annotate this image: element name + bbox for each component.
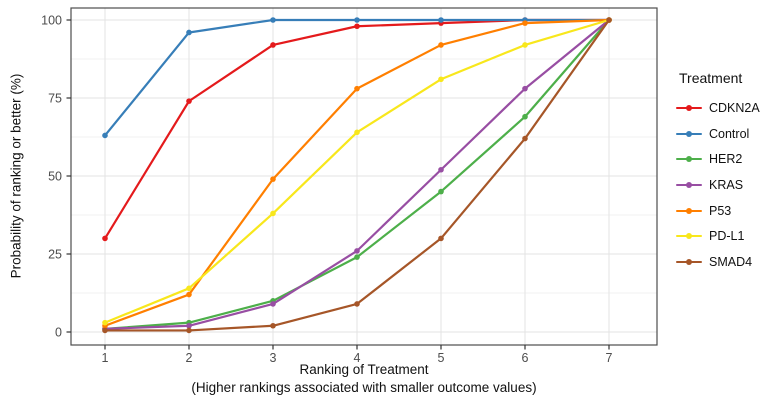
data-point-KRAS-4 [354,248,360,254]
data-point-CDKN2A-2 [186,98,192,104]
legend: Treatment CDKN2A Control HER2 KRAS P53 PD-L1 S… [676,70,776,275]
data-point-SMAD4-1 [102,327,108,334]
legend-label-P53: P53 [709,203,732,218]
data-point-SMAD4-6 [522,135,528,142]
data-point-SMAD4-3 [270,322,276,329]
data-point-SMAD4-7 [606,17,612,23]
data-point-Control-4 [354,17,360,23]
legend-key-icon [676,204,702,218]
legend-key-dot [686,130,692,137]
data-point-P53-2 [186,291,192,298]
legend-key-dot [686,207,692,214]
data-point-PD-L1-4 [354,129,360,136]
data-point-KRAS-6 [522,85,528,92]
x-tick-label: 3 [270,351,277,365]
legend-key-dot [686,156,692,163]
x-tick-label: 1 [102,351,109,365]
data-point-KRAS-2 [186,322,192,329]
data-point-HER2-6 [522,113,528,120]
data-point-CDKN2A-3 [270,42,276,48]
data-point-HER2-5 [438,188,444,195]
y-tick-label: 0 [55,326,62,340]
data-point-KRAS-3 [270,301,276,307]
legend-key-icon [676,101,702,115]
x-axis-title: Ranking of Treatment [299,362,429,377]
legend-items: CDKN2A Control HER2 KRAS P53 PD-L1 SMAD4 [676,95,776,275]
series-SMAD4 [102,17,612,334]
data-point-CDKN2A-1 [102,235,108,242]
x-tick-label: 6 [522,351,529,365]
x-tick-label: 2 [186,351,193,365]
legend-key-dot [686,258,692,265]
data-point-CDKN2A-4 [354,23,360,30]
data-point-PD-L1-3 [270,210,276,217]
data-point-Control-2 [186,29,192,36]
legend-key-icon [676,178,702,192]
data-point-PD-L1-1 [102,319,108,326]
legend-key-dot [686,233,692,240]
data-point-HER2-4 [354,254,360,260]
legend-label-PD-L1: PD-L1 [709,229,745,244]
legend-item-PD-L1: PD-L1 [676,223,776,249]
data-point-P53-4 [354,85,360,92]
legend-item-KRAS: KRAS [676,172,776,198]
y-axis-title: Probability of ranking or better (%) [8,73,24,279]
data-point-P53-5 [438,42,444,48]
x-tick-label: 7 [606,351,613,365]
legend-label-KRAS: KRAS [709,177,744,192]
legend-item-SMAD4: SMAD4 [676,249,776,275]
data-point-PD-L1-6 [522,42,528,48]
y-tick-label: 25 [48,248,62,262]
y-tick-label: 50 [48,170,62,184]
legend-item-P53: P53 [676,198,776,224]
legend-key-icon [676,152,702,166]
legend-key-dot [686,181,692,188]
data-point-Control-1 [102,132,108,139]
legend-label-CDKN2A: CDKN2A [709,100,760,115]
legend-key-icon [676,255,702,269]
legend-label-HER2: HER2 [709,152,743,167]
data-point-Control-3 [270,17,276,23]
data-point-SMAD4-2 [186,327,192,334]
data-point-KRAS-5 [438,166,444,173]
legend-item-HER2: HER2 [676,146,776,172]
legend-item-Control: Control [676,121,776,147]
legend-key-icon [676,127,702,141]
data-point-SMAD4-4 [354,301,360,307]
legend-title: Treatment [679,70,743,86]
x-axis-subtitle: (Higher rankings associated with smaller… [191,380,537,395]
x-tick-label: 4 [354,351,361,365]
legend-label-SMAD4: SMAD4 [709,254,753,269]
legend-item-CDKN2A: CDKN2A [676,95,776,121]
legend-label-Control: Control [709,126,750,141]
data-point-PD-L1-2 [186,285,192,292]
legend-key-icon [676,229,702,243]
legend-key-dot [686,104,692,111]
series-KRAS [102,17,612,332]
data-point-P53-6 [522,20,528,26]
data-point-PD-L1-5 [438,76,444,83]
y-tick-label: 75 [48,92,62,106]
data-point-SMAD4-5 [438,235,444,242]
data-point-P53-3 [270,176,276,182]
x-tick-label: 5 [438,351,445,365]
y-tick-label: 100 [41,14,62,28]
data-point-Control-5 [438,17,444,23]
